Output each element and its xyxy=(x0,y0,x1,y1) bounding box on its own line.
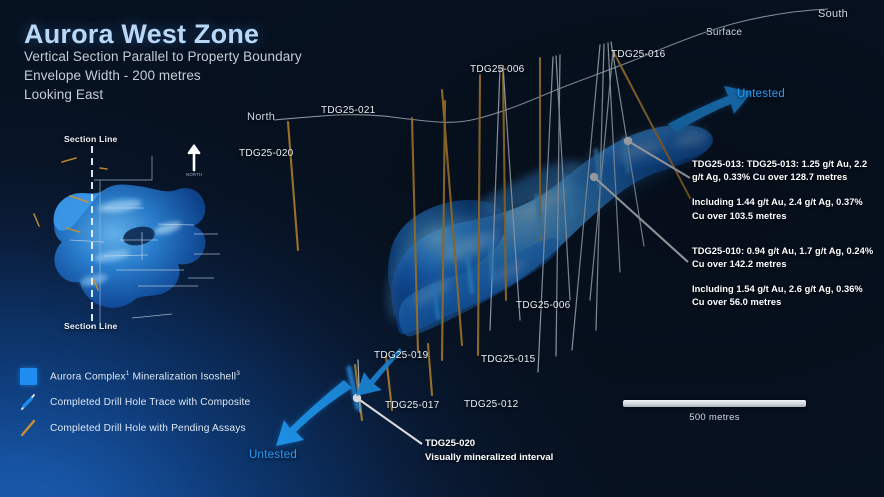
drill-trace-tdg25-012 xyxy=(426,342,434,397)
inset-composite-traces xyxy=(69,207,220,319)
untested-label-upper: Untested xyxy=(737,88,786,100)
scale-bar-graphic xyxy=(623,400,806,407)
drill-trace-tdg25-006-o xyxy=(501,64,508,302)
drill-trace-tdg25-021 xyxy=(410,116,420,354)
drill-trace-pending-3 xyxy=(440,99,447,362)
scale-bar: 500 metres xyxy=(623,400,806,423)
drill-label-tdg25-020-top: TDG25-020 xyxy=(239,148,294,159)
inset-3d-model: Section Line Section Line NORTH xyxy=(8,128,226,346)
drill-trace-tdg25-020-upper xyxy=(286,120,300,252)
assay-callout-tdg25-013-including: Including 1.44 g/t Au, 2.4 g/t Ag, 0.37%… xyxy=(692,197,863,221)
legend-item-isoshell: Aurora Complex1 Mineralization Isoshell3 xyxy=(18,363,250,389)
legend: Aurora Complex1 Mineralization Isoshell3… xyxy=(18,363,250,441)
title-block: Aurora West Zone Vertical Section Parall… xyxy=(24,20,302,104)
scale-bar-label: 500 metres xyxy=(689,412,740,423)
surface-topography-line xyxy=(273,8,829,123)
legend-label-pending: Completed Drill Hole with Pending Assays xyxy=(50,422,246,434)
subtitle-line-3: Looking East xyxy=(24,86,104,102)
mineralized-interval-callout: TDG25-020 Visually mineralized interval xyxy=(425,437,553,465)
untested-arrow-mid xyxy=(356,348,402,396)
page-title: Aurora West Zone xyxy=(24,19,260,49)
inset-isoshell xyxy=(53,184,206,308)
inset-section-line-top-label: Section Line xyxy=(64,134,118,144)
label-surface: Surface xyxy=(706,27,743,38)
drill-label-tdg25-006-mid: TDG25-006 xyxy=(516,300,571,311)
assay-leader-lines xyxy=(352,136,691,445)
untested-arrow-upper xyxy=(668,86,752,132)
drill-trace-tdg25-015 xyxy=(476,73,482,357)
subtitle-line-1: Vertical Section Parallel to Property Bo… xyxy=(24,49,302,65)
north-arrow-icon xyxy=(187,144,201,172)
drill-label-tdg25-019: TDG25-019 xyxy=(374,350,429,361)
legend-item-pending: Completed Drill Hole with Pending Assays xyxy=(18,415,250,441)
untested-arrow-lower xyxy=(276,380,352,446)
untested-label-lower: Untested xyxy=(249,449,298,461)
assay-callout-tdg25-010: TDG25-010: 0.94 g/t Au, 1.7 g/t Ag, 0.24… xyxy=(692,245,874,269)
inset-section-line-bottom-label: Section Line xyxy=(64,321,118,331)
drill-label-tdg25-012: TDG25-012 xyxy=(464,399,519,410)
north-arrow-caption: NORTH xyxy=(186,172,203,177)
inset-frame-bracket xyxy=(94,156,153,328)
mineralized-callout-hole: TDG25-020 xyxy=(425,438,476,449)
inset-pending-traces xyxy=(33,157,108,291)
drill-label-tdg25-016: TDG25-016 xyxy=(611,49,666,60)
legend-item-composite: Completed Drill Hole Trace with Composit… xyxy=(18,389,250,415)
assay-callout-block: TDG25-013: TDG25-013: 1.25 g/t Au, 2.2 g… xyxy=(692,158,876,310)
isoshell-swatch-icon xyxy=(18,366,38,386)
subtitle-line-2: Envelope Width - 200 metres xyxy=(24,67,201,83)
drill-label-tdg25-006-top: TDG25-006 xyxy=(470,64,525,75)
drill-label-tdg25-015: TDG25-015 xyxy=(481,354,536,365)
label-south: South xyxy=(818,8,848,20)
assay-callout-tdg25-010-including: Including 1.54 g/t Au, 2.6 g/t Ag, 0.36%… xyxy=(692,284,863,308)
legend-label-composite: Completed Drill Hole Trace with Composit… xyxy=(50,396,251,408)
inset-model-canvas xyxy=(33,144,220,328)
drill-label-tdg25-021: TDG25-021 xyxy=(321,105,376,116)
mineralized-callout-note: Visually mineralized interval xyxy=(425,451,554,463)
label-north: North xyxy=(247,111,276,123)
drill-composite-swatch-icon xyxy=(18,392,38,412)
legend-label-isoshell: Aurora Complex1 Mineralization Isoshell3 xyxy=(50,369,241,383)
drill-trace-pending-4 xyxy=(440,88,464,347)
drill-trace-tdg25-016 xyxy=(611,49,692,200)
drill-pending-swatch-icon xyxy=(18,418,38,438)
drill-label-tdg25-017: TDG25-017 xyxy=(385,400,440,411)
assay-callout-tdg25-013: TDG25-013: TDG25-013: 1.25 g/t Au, 2.2 g… xyxy=(692,159,868,183)
